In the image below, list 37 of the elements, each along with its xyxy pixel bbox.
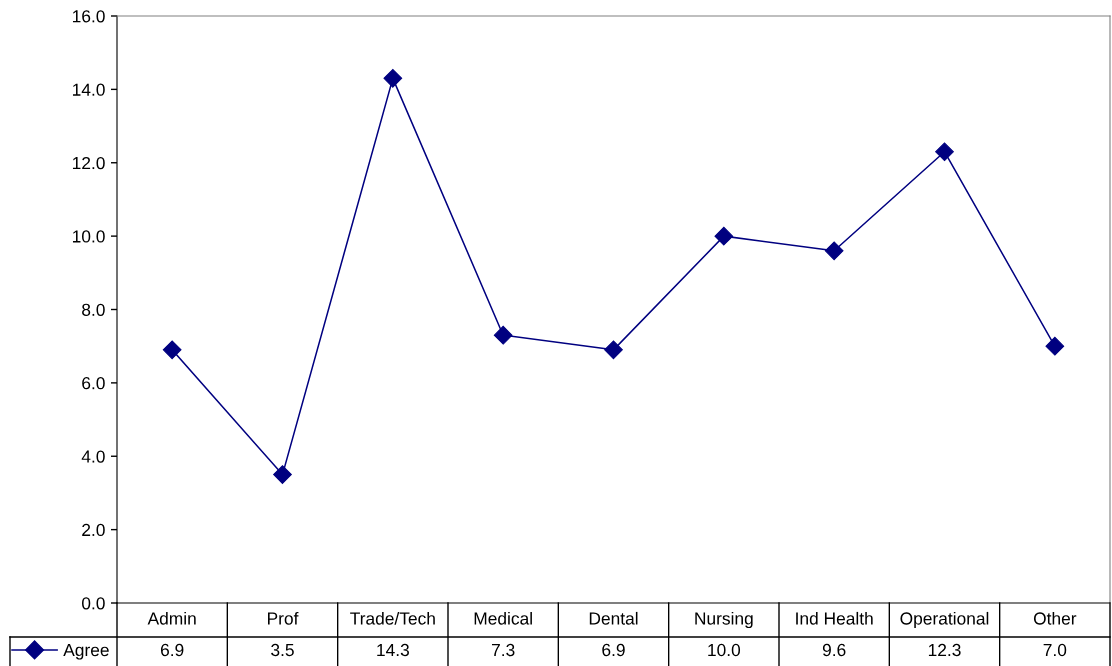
y-tick-label: 4.0 bbox=[81, 450, 105, 463]
point bbox=[162, 340, 182, 360]
data-label: 3.5 bbox=[271, 643, 294, 657]
data-label: 7.0 bbox=[1043, 643, 1067, 657]
point bbox=[824, 241, 844, 261]
x-tick-label: Medical bbox=[474, 611, 532, 625]
point bbox=[714, 226, 734, 246]
point bbox=[493, 325, 513, 345]
x-tick-label: Nursing bbox=[695, 611, 753, 629]
y-tick-label: 6.0 bbox=[82, 377, 105, 390]
x-tick-label: Dental bbox=[589, 611, 638, 625]
point bbox=[1045, 336, 1065, 356]
data-label: 10.0 bbox=[708, 643, 741, 657]
y-tick-label: 8.0 bbox=[82, 303, 105, 316]
data-label: 12.3 bbox=[928, 643, 961, 657]
x-tick-label: Other bbox=[1033, 611, 1077, 625]
legend-label: Agree bbox=[63, 644, 109, 660]
point bbox=[383, 69, 403, 88]
y-tick-label: 14.0 bbox=[72, 83, 105, 96]
x-tick-label: Trade/Tech bbox=[350, 611, 435, 625]
data-label: 14.3 bbox=[377, 643, 409, 657]
y-tick-label: 10.0 bbox=[72, 230, 105, 243]
point bbox=[604, 340, 623, 360]
data-label: 6.9 bbox=[602, 643, 625, 657]
x-tick-label: Operational bbox=[900, 611, 989, 629]
data-label: 6.9 bbox=[160, 643, 184, 657]
y-tick-label: 0.0 bbox=[81, 597, 105, 610]
point bbox=[273, 465, 292, 484]
data-label: 9.6 bbox=[822, 643, 846, 657]
x-tick-label: Ind Health bbox=[796, 611, 873, 625]
y-tick-label: 12.0 bbox=[72, 156, 105, 170]
y-tick-label: 16.0 bbox=[72, 10, 105, 23]
x-tick-label: Prof bbox=[268, 611, 299, 625]
data-label: 7.3 bbox=[491, 643, 515, 657]
y-tick-label: 2.0 bbox=[82, 523, 105, 537]
point bbox=[935, 142, 954, 162]
x-tick-label: Admin bbox=[147, 611, 196, 625]
